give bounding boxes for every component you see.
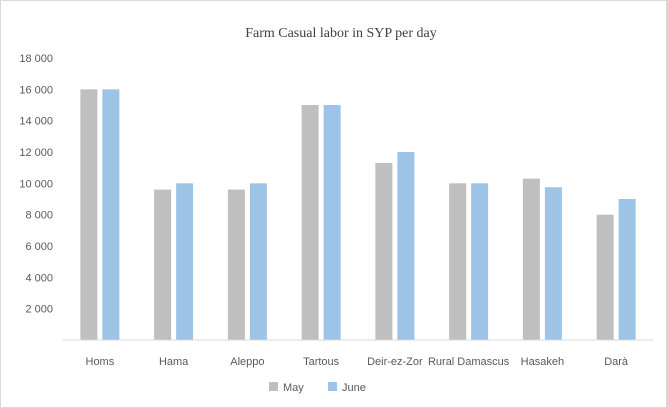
x-category-label: Hasakeh: [521, 356, 564, 368]
bar-june-1: [176, 183, 194, 340]
bars: [80, 89, 636, 340]
legend: May June: [269, 382, 366, 394]
bar-june-0: [102, 89, 120, 340]
legend-swatch-may: [269, 382, 278, 391]
x-category-label: Tartous: [303, 356, 340, 368]
y-tick-label: 18 000: [19, 53, 53, 65]
y-tick-label: 16 000: [19, 84, 53, 96]
bar-june-3: [323, 105, 341, 340]
x-category-label: Aleppo: [230, 356, 264, 368]
y-tick-label: 12 000: [19, 147, 53, 159]
y-tick-label: 6 000: [25, 241, 53, 253]
bar-june-2: [249, 183, 267, 340]
bar-may-3: [301, 105, 319, 340]
legend-label-may: May: [283, 382, 304, 394]
bar-may-1: [154, 189, 172, 340]
bar-june-6: [544, 187, 562, 340]
x-axis: Homs Hama Aleppo Tartous Deir-ez-Zor Rural Da…: [86, 356, 629, 368]
bar-may-2: [227, 189, 245, 340]
legend-label-june: June: [342, 382, 366, 394]
bar-may-7: [596, 214, 614, 340]
y-tick-label: 8 000: [25, 210, 53, 222]
y-tick-label: 2 000: [25, 304, 53, 316]
y-tick-label: 14 000: [19, 116, 53, 128]
legend-swatch-june: [328, 382, 337, 391]
bar-may-0: [80, 89, 98, 340]
y-tick-label: 10 000: [19, 178, 53, 190]
bar-may-4: [375, 162, 393, 340]
bar-may-6: [522, 178, 540, 340]
y-tick-label: 4 000: [25, 272, 53, 284]
x-category-label: Hama: [159, 356, 189, 368]
x-category-label: Darà: [604, 356, 629, 368]
bar-june-5: [471, 183, 489, 340]
x-category-label: Homs: [86, 356, 115, 368]
x-category-label: Rural Damascus: [428, 356, 510, 368]
bar-june-4: [397, 152, 415, 340]
chart-title: Farm Casual labor in SYP per day: [245, 26, 437, 41]
bar-may-5: [449, 183, 467, 340]
y-axis: 2 000 4 000 6 000 8 000 10 000 12 000 14 000 16…: [19, 53, 53, 316]
bar-june-7: [618, 199, 636, 340]
x-category-label: Deir-ez-Zor: [367, 356, 423, 368]
